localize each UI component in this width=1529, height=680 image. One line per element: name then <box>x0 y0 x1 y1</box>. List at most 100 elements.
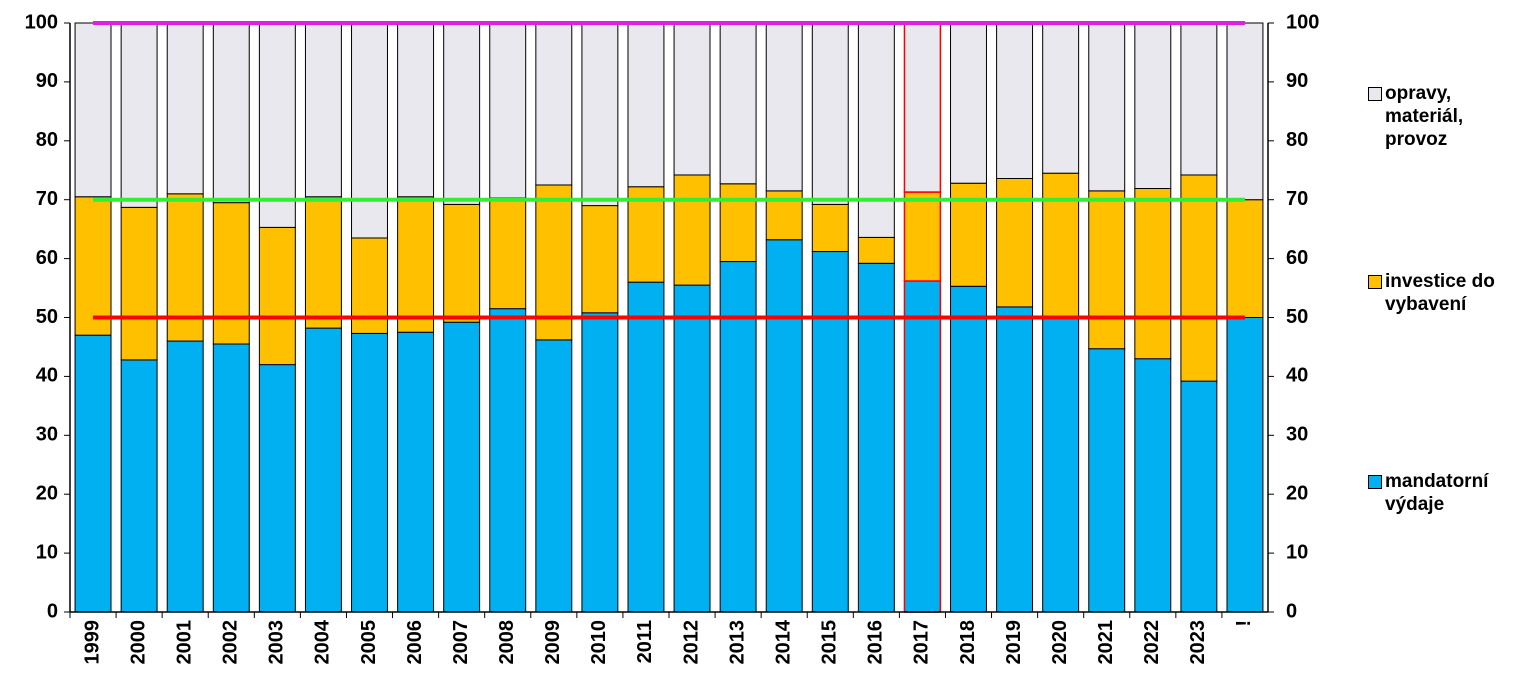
legend-swatch <box>1368 275 1382 289</box>
bar-segment <box>120 206 158 361</box>
y-tick-label: 70 <box>36 188 58 210</box>
bar-segment <box>765 22 803 192</box>
bar-segment <box>443 321 481 613</box>
bar-segment <box>212 22 250 204</box>
x-tick-label: 2008 <box>496 620 518 665</box>
bar-segment <box>304 196 342 329</box>
bar-segment <box>950 22 987 184</box>
bar-segment <box>489 308 527 613</box>
y-tick-label: 30 <box>36 424 58 446</box>
x-tick-label: 2006 <box>404 620 426 665</box>
bar-segment <box>1134 188 1172 360</box>
bar-segment <box>212 343 250 613</box>
legend-label: opravy, materiál, provoz <box>1385 83 1464 150</box>
bar-segment <box>903 191 942 282</box>
bar-segment <box>765 239 803 613</box>
y-tick-label: 40 <box>36 365 58 387</box>
bar-segment <box>673 284 711 613</box>
bar-segment <box>351 22 388 239</box>
bar-segment <box>489 22 527 199</box>
bar-segment <box>1042 172 1080 318</box>
bar-segment <box>581 22 619 207</box>
y2-tick-label: 20 <box>1286 482 1308 504</box>
bar-segment <box>903 22 942 193</box>
y2-tick-label: 60 <box>1286 247 1308 269</box>
legend-label: mandatorní výdaje <box>1385 471 1489 515</box>
bar-segment <box>397 331 435 613</box>
y-tick-label: 20 <box>36 482 58 504</box>
bar-segment <box>950 285 987 613</box>
bar-segment <box>857 262 895 613</box>
bar-segment <box>166 22 204 195</box>
bar-segment <box>673 174 711 286</box>
y-tick-label: 10 <box>36 541 58 563</box>
bar-segment <box>996 22 1034 179</box>
bar-segment <box>581 312 619 613</box>
y2-tick-label: 40 <box>1286 365 1308 387</box>
x-tick-label: 2017 <box>911 620 933 665</box>
bar-segment <box>581 205 619 314</box>
y-tick-label: 50 <box>36 306 58 328</box>
legend-swatch <box>1368 87 1382 101</box>
bar-segment <box>1042 22 1080 174</box>
y2-tick-label: 0 <box>1286 600 1297 622</box>
x-tick-label: 2016 <box>865 620 887 665</box>
legend-entry: opravy, materiál, provoz <box>1368 82 1525 151</box>
legend-label: investice do vybavení <box>1385 271 1495 315</box>
bar-segment <box>1134 22 1172 190</box>
bar-segment <box>1180 380 1218 613</box>
bar-segment <box>1226 199 1264 318</box>
bar-segment <box>719 261 757 613</box>
bar-segment <box>627 281 665 613</box>
y-tick-label: 100 <box>25 11 58 33</box>
x-tick-label: 2012 <box>680 620 702 665</box>
bar-segment <box>719 183 757 263</box>
bar-segment <box>719 22 757 185</box>
x-tick-label: 2000 <box>127 620 149 665</box>
x-tick-label: 2021 <box>1095 620 1117 665</box>
x-tick-label: 2013 <box>726 620 748 665</box>
y2-tick-label: 100 <box>1286 11 1319 33</box>
x-tick-label: ! <box>1233 620 1255 627</box>
bar-segment <box>1226 22 1264 201</box>
y-tick-label: 80 <box>36 129 58 151</box>
bar-segment <box>811 203 849 253</box>
y-tick-label: 90 <box>36 70 58 92</box>
x-tick-label: 2011 <box>634 620 656 663</box>
x-tick-label: 2020 <box>1049 620 1071 665</box>
bar-segment <box>1180 174 1218 382</box>
x-tick-label: 2003 <box>266 620 288 665</box>
y2-tick-label: 50 <box>1286 306 1308 328</box>
bar-segment <box>857 236 895 264</box>
bar-segment <box>304 327 342 613</box>
bar-segment <box>74 334 112 613</box>
bar-segment <box>811 22 849 205</box>
x-tick-label: 2015 <box>819 620 841 665</box>
x-tick-label: 2022 <box>1141 620 1163 665</box>
bar-segment <box>397 196 435 333</box>
x-tick-label: 2018 <box>957 620 979 665</box>
bar-segment <box>74 22 112 198</box>
y2-tick-label: 10 <box>1286 541 1308 563</box>
bar-segment <box>120 22 158 208</box>
bar-segment <box>1088 22 1126 192</box>
bar-segment <box>397 22 435 198</box>
bar-segment <box>1180 22 1218 176</box>
y2-tick-label: 30 <box>1286 424 1308 446</box>
x-tick-label: 2014 <box>772 619 794 664</box>
bar-segment <box>1088 190 1126 350</box>
legend-entry: mandatorní výdaje <box>1368 470 1525 516</box>
bar-segment <box>535 22 573 186</box>
bar-segment <box>443 22 481 205</box>
bar-segment <box>351 332 388 613</box>
bar-segment <box>74 196 112 336</box>
bar-segment <box>489 197 527 310</box>
y2-tick-label: 80 <box>1286 129 1308 151</box>
x-tick-label: 2004 <box>312 619 334 664</box>
bar-segment <box>258 22 296 228</box>
bar-segment <box>1088 348 1126 613</box>
bar-segment <box>120 359 158 613</box>
y-tick-label: 0 <box>47 600 58 622</box>
legend-swatch <box>1368 475 1382 489</box>
